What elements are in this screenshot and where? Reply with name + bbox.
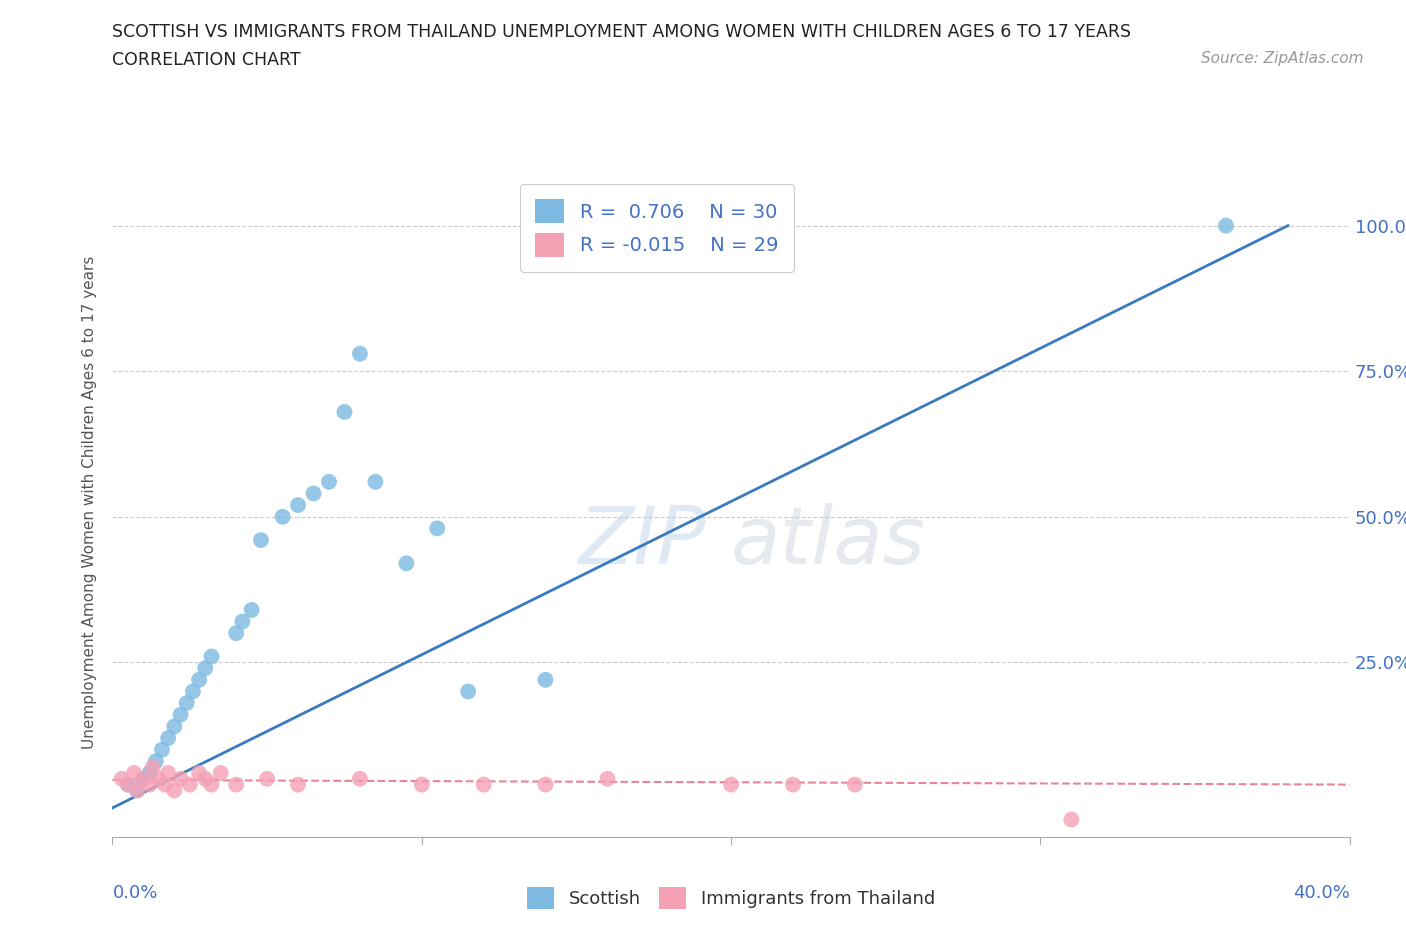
Point (142, 760, 165, 775)
Point (250, 533, 273, 548)
Text: SCOTTISH VS IMMIGRANTS FROM THAILAND UNEMPLOYMENT AMONG WOMEN WITH CHILDREN AGES: SCOTTISH VS IMMIGRANTS FROM THAILAND UNE… (112, 23, 1132, 41)
Point (122, 765, 145, 780)
Point (596, 771, 619, 786)
Point (209, 765, 232, 780)
Point (117, 777, 139, 792)
Point (782, 777, 804, 792)
Point (844, 777, 866, 792)
Point (179, 777, 201, 792)
Point (188, 672, 211, 687)
Point (318, 474, 340, 489)
Point (426, 521, 449, 536)
Point (395, 556, 418, 571)
Point (117, 777, 139, 792)
Point (132, 771, 155, 786)
Point (534, 777, 557, 792)
Point (127, 783, 149, 798)
Point (287, 498, 309, 512)
Legend: Scottish, Immigrants from Thailand: Scottish, Immigrants from Thailand (520, 880, 942, 916)
Point (163, 719, 186, 734)
Point (188, 765, 211, 780)
Point (349, 346, 371, 361)
Point (333, 405, 356, 419)
Point (194, 660, 217, 675)
Point (271, 510, 294, 525)
Point (194, 771, 217, 786)
Point (472, 777, 495, 792)
Point (364, 474, 387, 489)
Point (150, 742, 173, 757)
Point (157, 765, 180, 780)
Point (145, 754, 167, 769)
Point (157, 731, 180, 746)
Point (153, 777, 176, 792)
Point (1215, 219, 1237, 233)
Point (176, 696, 198, 711)
Point (411, 777, 433, 792)
Point (132, 771, 155, 786)
Point (720, 777, 742, 792)
Point (163, 783, 186, 798)
Point (256, 771, 278, 786)
Point (181, 684, 204, 698)
Point (169, 771, 191, 786)
Y-axis label: Unemployment Among Women with Children Ages 6 to 17 years: Unemployment Among Women with Children A… (82, 256, 97, 749)
Text: CORRELATION CHART: CORRELATION CHART (112, 51, 301, 69)
Point (457, 684, 479, 698)
Text: Source: ZipAtlas.com: Source: ZipAtlas.com (1201, 51, 1364, 66)
Point (225, 626, 247, 641)
Point (111, 771, 134, 786)
Point (302, 486, 325, 501)
Point (169, 708, 191, 723)
Text: ZIP: ZIP (579, 503, 706, 581)
Point (225, 777, 247, 792)
Point (231, 614, 253, 629)
Text: atlas: atlas (731, 503, 927, 581)
Legend: R =  0.706    N = 30, R = -0.015    N = 29: R = 0.706 N = 30, R = -0.015 N = 29 (520, 184, 794, 272)
Point (534, 672, 557, 687)
Point (127, 783, 149, 798)
Point (1060, 812, 1083, 827)
Point (240, 603, 263, 618)
Point (287, 777, 309, 792)
Point (200, 777, 222, 792)
Text: 40.0%: 40.0% (1294, 884, 1350, 902)
Point (138, 765, 160, 780)
Point (148, 771, 170, 786)
Point (138, 777, 160, 792)
Point (349, 771, 371, 786)
Point (200, 649, 222, 664)
Text: 0.0%: 0.0% (112, 884, 157, 902)
